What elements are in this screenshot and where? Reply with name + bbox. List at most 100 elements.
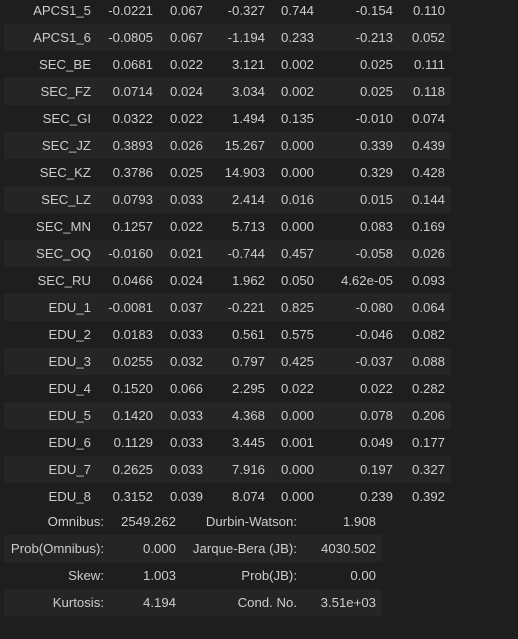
std-err-cell: 0.022 xyxy=(169,219,203,234)
p-value-cell: 0.233 xyxy=(271,24,320,51)
diag-label-right: Durbin-Watson: xyxy=(205,514,297,529)
ci-upper-cell: 0.088 xyxy=(399,348,451,375)
variable-name-cell: EDU_5 xyxy=(4,402,99,429)
diagnostics-row: Kurtosis: 4.194 Cond. No. 3.51e+03 xyxy=(4,589,382,616)
diag-value-right: 1.908 xyxy=(342,514,376,529)
variable-name-cell: EDU_4 xyxy=(48,381,91,396)
variable-name-cell: SEC_JZ xyxy=(4,132,99,159)
t-stat-cell: 3.121 xyxy=(231,57,265,72)
t-stat-cell: 0.561 xyxy=(231,327,265,342)
diag-label-right: Prob(JB): xyxy=(241,568,297,583)
coef-cell: -0.0160 xyxy=(99,240,159,267)
coef-cell: 0.0466 xyxy=(112,273,153,288)
diag-value-left: 2549.262 xyxy=(120,514,176,529)
ci-lower-cell: 0.339 xyxy=(320,132,399,159)
std-err-cell: 0.067 xyxy=(159,24,209,51)
diag-label-left: Prob(Omnibus): xyxy=(4,535,110,562)
p-value-cell: 0.000 xyxy=(280,489,314,504)
diag-value-left: 0.000 xyxy=(110,535,182,562)
t-stat-cell: 4.368 xyxy=(209,402,271,429)
diagnostics-table-body: Omnibus: 2549.262 Durbin-Watson: 1.908 Prob(… xyxy=(4,508,382,616)
ci-upper-cell: 0.111 xyxy=(413,57,445,72)
ci-upper-cell: 0.093 xyxy=(411,273,445,288)
p-value-cell: 0.000 xyxy=(271,456,320,483)
diagnostics-table: Omnibus: 2549.262 Durbin-Watson: 1.908 Prob(… xyxy=(4,508,382,616)
std-err-cell: 0.033 xyxy=(159,186,209,213)
std-err-cell: 0.022 xyxy=(169,111,203,126)
std-err-cell: 0.033 xyxy=(159,402,209,429)
ci-lower-cell: 0.022 xyxy=(359,381,393,396)
std-err-cell: 0.026 xyxy=(159,132,209,159)
ci-upper-cell: 0.392 xyxy=(411,489,445,504)
coef-row: EDU_2 0.0183 0.033 0.561 0.575 -0.046 0.082 xyxy=(4,321,451,348)
ci-upper-cell: 0.169 xyxy=(411,219,445,234)
coef-cell: -0.0805 xyxy=(99,24,159,51)
diagnostics-row: Prob(Omnibus): 0.000 Jarque-Bera (JB): 4030… xyxy=(4,535,382,562)
variable-name-cell: EDU_6 xyxy=(48,435,91,450)
ci-upper-cell: 0.428 xyxy=(411,165,445,180)
variable-name-cell: EDU_2 xyxy=(48,327,91,342)
t-stat-cell: 5.713 xyxy=(231,219,265,234)
t-stat-cell: -0.221 xyxy=(209,294,271,321)
coef-row: EDU_5 0.1420 0.033 4.368 0.000 0.078 0.206 xyxy=(4,402,451,429)
t-stat-cell: 14.903 xyxy=(224,165,265,180)
coef-cell: 0.1420 xyxy=(99,402,159,429)
coef-cell: 0.1257 xyxy=(112,219,153,234)
coef-cell: -0.0081 xyxy=(99,294,159,321)
ci-lower-cell: -0.213 xyxy=(320,24,399,51)
ci-lower-cell: 0.083 xyxy=(359,219,393,234)
coef-cell: 0.3786 xyxy=(112,165,153,180)
coef-row: APCS1_5 -0.0221 0.067 -0.327 0.744 -0.154 0.11… xyxy=(4,0,451,24)
coef-row: SEC_RU 0.0466 0.024 1.962 0.050 4.62e-05 0.093 xyxy=(4,267,451,294)
std-err-cell: 0.024 xyxy=(169,273,203,288)
diag-value-right: 3.51e+03 xyxy=(303,589,382,616)
coef-cell: -0.0221 xyxy=(108,3,153,18)
variable-name-cell: EDU_8 xyxy=(48,489,91,504)
coefficients-table-body: APCS1_5 -0.0221 0.067 -0.327 0.744 -0.154 0.11… xyxy=(4,0,451,510)
ci-upper-cell: 0.118 xyxy=(399,78,451,105)
ci-lower-cell: 0.049 xyxy=(359,435,393,450)
coef-cell: 0.1129 xyxy=(113,435,153,450)
p-value-cell: 0.425 xyxy=(271,348,320,375)
variable-name-cell: EDU_1 xyxy=(4,294,99,321)
diag-value-left: 1.003 xyxy=(142,568,176,583)
t-stat-cell: -0.327 xyxy=(227,3,265,18)
t-stat-cell: 7.916 xyxy=(209,456,271,483)
std-err-cell: 0.025 xyxy=(169,165,203,180)
coef-row: SEC_MN 0.1257 0.022 5.713 0.000 0.083 0.169 xyxy=(4,213,451,240)
ci-lower-cell: 0.329 xyxy=(359,165,393,180)
p-value-cell: 0.002 xyxy=(280,57,314,72)
coef-row: EDU_6 0.1129 0.033 3.445 0.001 0.049 0.177 xyxy=(4,429,451,456)
p-value-cell: 0.575 xyxy=(280,327,314,342)
p-value-cell: 0.050 xyxy=(280,273,314,288)
variable-name-cell: SEC_OQ xyxy=(4,240,99,267)
ci-upper-cell: 0.206 xyxy=(399,402,451,429)
variable-name-cell: SEC_LZ xyxy=(4,186,99,213)
std-err-cell: 0.067 xyxy=(169,3,203,18)
std-err-cell: 0.024 xyxy=(159,78,209,105)
ci-lower-cell: -0.058 xyxy=(320,240,399,267)
coefficients-table: APCS1_5 -0.0221 0.067 -0.327 0.744 -0.154 0.11… xyxy=(4,0,451,510)
coef-row: SEC_GI 0.0322 0.022 1.494 0.135 -0.010 0.074 xyxy=(4,105,451,132)
coef-row: APCS1_6 -0.0805 0.067 -1.194 0.233 -0.213 0.05… xyxy=(4,24,451,51)
ci-upper-cell: 0.177 xyxy=(411,435,445,450)
variable-name-cell: APCS1_6 xyxy=(4,24,99,51)
std-err-cell: 0.037 xyxy=(159,294,209,321)
coef-cell: 0.0681 xyxy=(112,57,153,72)
variable-name-cell: SEC_RU xyxy=(37,273,92,288)
ci-lower-cell: -0.010 xyxy=(355,111,393,126)
variable-name-cell: SEC_KZ xyxy=(39,165,91,180)
coef-cell: 0.0183 xyxy=(112,327,153,342)
p-value-cell: 0.000 xyxy=(280,165,314,180)
ci-upper-cell: 0.282 xyxy=(411,381,445,396)
p-value-cell: 0.016 xyxy=(271,186,320,213)
ci-lower-cell: 0.025 xyxy=(320,78,399,105)
variable-name-cell: SEC_BE xyxy=(38,57,91,72)
variable-name-cell: SEC_GI xyxy=(42,111,91,126)
diag-label-right: Jarque-Bera (JB): xyxy=(182,535,303,562)
coef-row: EDU_7 0.2625 0.033 7.916 0.000 0.197 0.327 xyxy=(4,456,451,483)
t-stat-cell: -1.194 xyxy=(209,24,271,51)
coef-row: SEC_JZ 0.3893 0.026 15.267 0.000 0.339 0.439 xyxy=(4,132,451,159)
ci-upper-cell: 0.144 xyxy=(399,186,451,213)
coef-row: EDU_1 -0.0081 0.037 -0.221 0.825 -0.080 0.064 xyxy=(4,294,451,321)
